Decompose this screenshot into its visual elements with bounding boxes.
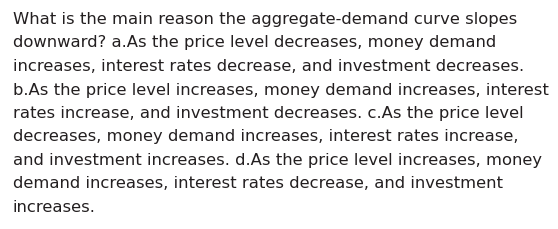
Text: demand increases, interest rates decrease, and investment: demand increases, interest rates decreas… [13,176,503,191]
Text: increases.: increases. [13,199,96,214]
Text: b.As the price level increases, money demand increases, interest: b.As the price level increases, money de… [13,82,549,97]
Text: What is the main reason the aggregate-demand curve slopes: What is the main reason the aggregate-de… [13,12,517,27]
Text: rates increase, and investment decreases. c.As the price level: rates increase, and investment decreases… [13,106,523,120]
Text: and investment increases. d.As the price level increases, money: and investment increases. d.As the price… [13,152,542,167]
Text: downward? a.As the price level decreases, money demand: downward? a.As the price level decreases… [13,35,496,50]
Text: decreases, money demand increases, interest rates increase,: decreases, money demand increases, inter… [13,129,518,144]
Text: increases, interest rates decrease, and investment decreases.: increases, interest rates decrease, and … [13,59,524,74]
